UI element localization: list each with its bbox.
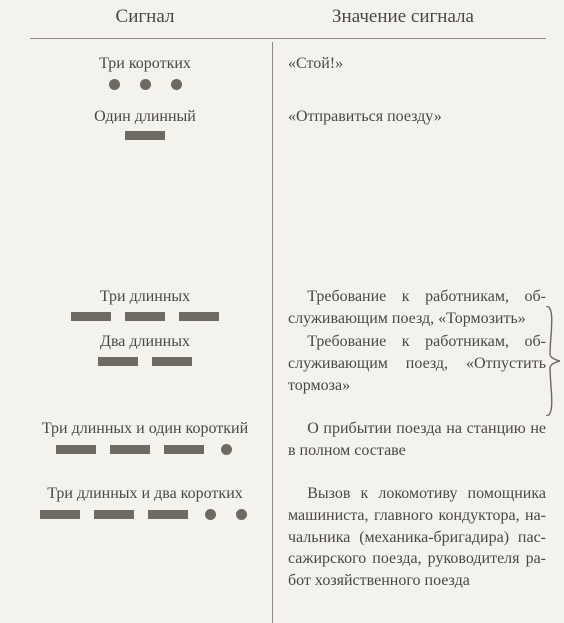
signal-row: Три длинных и два коротких Вызов к локом… — [30, 483, 546, 591]
signal-cell: Три длинных — [30, 286, 260, 323]
dash-icon — [94, 510, 134, 519]
dot-icon — [140, 79, 151, 90]
signal-cell: Три длинных и два коротких — [30, 483, 260, 522]
signals-table-page: Сигнал Значение сигнала Три коротких «Ст… — [0, 0, 564, 623]
dash-icon — [152, 357, 192, 366]
signal-marks — [30, 79, 260, 90]
signal-label: Три длинных и два коротких — [30, 483, 260, 505]
dot-icon — [236, 509, 247, 520]
signal-marks — [30, 444, 260, 455]
signal-cell: Три длинных и один короткий — [30, 418, 260, 457]
dash-icon — [148, 510, 188, 519]
meaning-cell: Требование к работникам, об­служивающим … — [260, 331, 546, 396]
meaning-cell: «Отправиться поезду» — [260, 106, 546, 128]
signal-marks — [30, 312, 260, 321]
signal-label: Один длинный — [30, 106, 260, 128]
table-body: Три коротких «Стой!» Один длинный «Отпра… — [30, 39, 546, 591]
signal-cell: Три коротких — [30, 53, 260, 92]
signal-row: Два длинных Требование к работникам, об­… — [30, 331, 546, 396]
dash-icon — [164, 445, 204, 454]
signal-row: Три коротких «Стой!» — [30, 53, 546, 92]
signal-row: Три длинных и один короткий О прибытии п… — [30, 418, 546, 461]
signal-cell: Два длинных — [30, 331, 260, 368]
dot-icon — [205, 509, 216, 520]
header-signal: Сигнал — [30, 6, 260, 28]
meaning-cell: «Стой!» — [260, 53, 546, 75]
meaning-cell: Вызов к локомотиву помощника машиниста, … — [260, 483, 546, 591]
signal-label: Два длинных — [30, 331, 260, 353]
signal-marks — [30, 509, 260, 520]
meaning-cell: Требование к работникам, об­служивающим … — [260, 286, 546, 329]
signal-row: Три длинных Требование к работникам, об­… — [30, 286, 546, 329]
signal-label: Три длинных и один короткий — [30, 418, 260, 440]
dot-icon — [109, 79, 120, 90]
dash-icon — [40, 510, 80, 519]
meaning-cell: О прибытии поезда на станцию не в полном… — [260, 418, 546, 461]
dot-icon — [171, 79, 182, 90]
vertical-gap — [30, 156, 546, 286]
brace-icon — [544, 306, 560, 416]
dot-icon — [221, 444, 232, 455]
signal-row: Один длинный «Отправиться поезду» — [30, 106, 546, 143]
dash-icon — [125, 312, 165, 321]
table-header-row: Сигнал Значение сигнала — [30, 0, 546, 38]
signal-cell: Один длинный — [30, 106, 260, 143]
dash-icon — [98, 357, 138, 366]
dash-icon — [110, 445, 150, 454]
signal-label: Три длинных — [30, 286, 260, 308]
dash-icon — [56, 445, 96, 454]
dash-icon — [71, 312, 111, 321]
dash-icon — [179, 312, 219, 321]
dash-icon — [125, 131, 165, 140]
header-meaning: Значение сигнала — [260, 6, 546, 28]
signal-marks — [30, 357, 260, 366]
signal-marks — [30, 131, 260, 140]
signal-label: Три коротких — [30, 53, 260, 75]
